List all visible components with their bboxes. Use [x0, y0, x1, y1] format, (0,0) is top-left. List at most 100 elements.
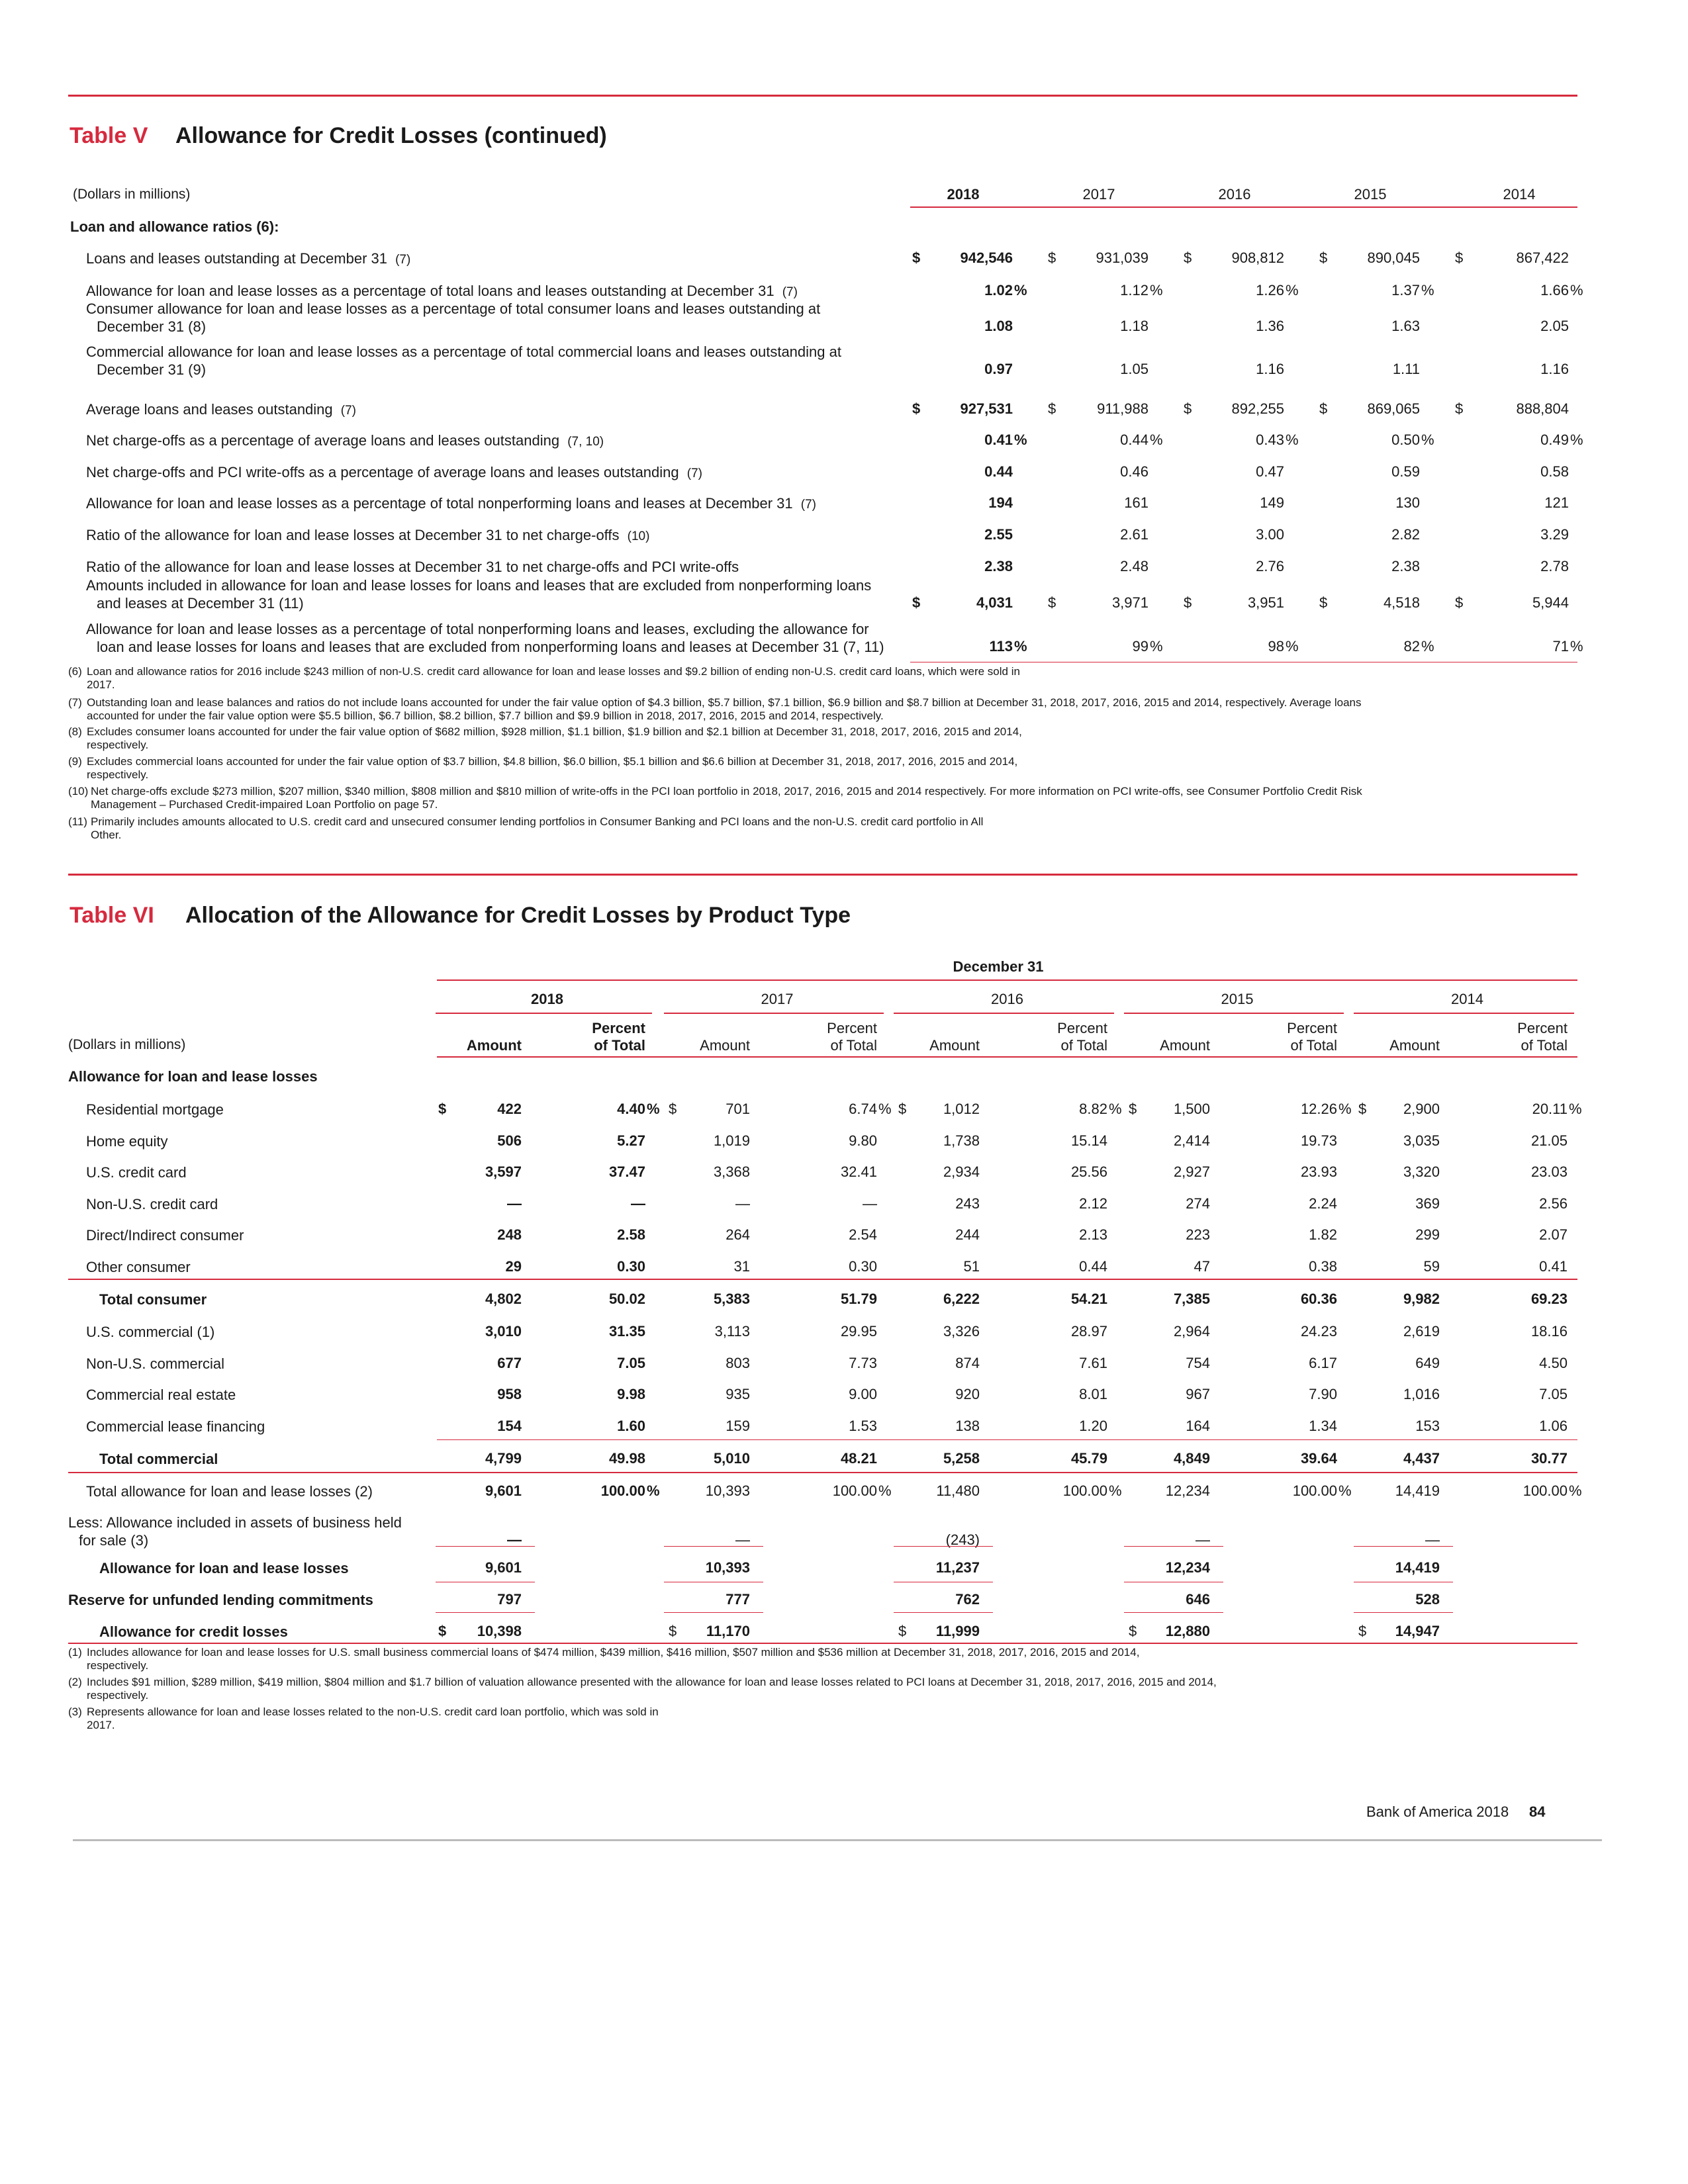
table6-row-label-text: Reserve for unfunded lending commitments — [68, 1592, 373, 1608]
table5-row-note: (7) — [686, 467, 702, 480]
table6-col-pct-1: Percent — [1517, 1020, 1568, 1036]
table6-year-rule — [664, 1013, 884, 1014]
table5-footnote: (9) Excludes commercial loans accounted f… — [68, 755, 1591, 782]
table5-dollar-sign: $ — [1319, 250, 1328, 266]
table5-cell-2018: 1.02 — [984, 282, 1013, 298]
table6-pct-2014: 21.05 — [1530, 1132, 1568, 1149]
table5-row-label: Allowance for loan and lease losses as a… — [86, 282, 900, 301]
table6-amount-2017: 777 — [726, 1591, 750, 1608]
table5-cell-2014: 867,422 — [1516, 250, 1569, 266]
table6-row-label: Allowance for credit losses — [99, 1623, 470, 1641]
table6-footnote-text: Includes allowance for loan and lease lo… — [87, 1646, 1591, 1672]
table6-amount-2015: — — [1196, 1531, 1210, 1548]
table5-cell-2016: 1.26 — [1256, 282, 1284, 298]
table6-amount-2014: 153 — [1415, 1418, 1440, 1434]
table6-subtotal-rule — [437, 1439, 1577, 1440]
table5-cell-2014: 71 — [1552, 638, 1569, 655]
table6-pct-2016: 0.44 — [1079, 1258, 1107, 1275]
table5-footnote-line: Management – Purchased Credit-impaired L… — [91, 798, 438, 811]
table6-amount-2018: 248 — [497, 1226, 522, 1243]
table6-unit-label: (Dollars in millions) — [68, 1037, 186, 1052]
table6-pct-2017: 32.41 — [840, 1163, 877, 1180]
table6-amount-2017: 3,113 — [714, 1323, 750, 1340]
table5-cell-2018: 0.41 — [984, 432, 1013, 448]
table5-row-label-text: Consumer allowance for loan and lease lo… — [86, 300, 821, 317]
table5-cell-2016: 149 — [1260, 494, 1284, 511]
table5-footnote-line: Excludes consumer loans accounted for un… — [87, 725, 1022, 738]
table5-footnote-line: accounted for under the fair value optio… — [87, 709, 884, 722]
table6-pct-2015: 2.24 — [1309, 1195, 1337, 1212]
table6-amount-2015: 967 — [1186, 1386, 1210, 1402]
table5-footnote-line: respectively. — [87, 739, 149, 751]
table5-cell-2014: 1.66 — [1540, 282, 1569, 298]
table6-pct-2018: 9.98 — [617, 1386, 645, 1402]
table6-col-pct-2: of Total — [1290, 1037, 1337, 1054]
table5-row-label-cont: December 31 (8) — [97, 318, 207, 335]
table5-dollar-sign: $ — [1455, 594, 1464, 611]
table6-row-label: Total allowance for loan and lease losse… — [86, 1482, 457, 1500]
table6-amount-2017: 10,393 — [705, 1559, 750, 1576]
table5-footnote: (6) Loan and allowance ratios for 2016 in… — [68, 665, 1591, 692]
table6-amount-2015: 164 — [1186, 1418, 1210, 1434]
table5-footnote: (10) Net charge-offs exclude $273 million… — [68, 785, 1591, 811]
table6-amount-2015: 4,849 — [1173, 1450, 1210, 1467]
table6-amount-2015: 754 — [1186, 1355, 1210, 1371]
footer-rule — [73, 1839, 1602, 1841]
table6-amount-2018: 797 — [497, 1591, 522, 1608]
table6-amount-rule — [664, 1612, 763, 1613]
table6-col-amount: Amount — [929, 1037, 980, 1054]
table6-amount-rule — [436, 1612, 535, 1613]
table5-cell-2017: 161 — [1124, 494, 1149, 511]
table5-cell-suffix: % — [1150, 638, 1163, 655]
table5-row-label: Net charge-offs as a percentage of avera… — [86, 432, 900, 451]
table6-pct-2016: 8.82 — [1079, 1101, 1107, 1117]
table6-pct-2014: 2.56 — [1539, 1195, 1568, 1212]
table6-pct-2014: 1.06 — [1539, 1418, 1568, 1434]
table6-amount-2016: 138 — [955, 1418, 980, 1434]
table6-col-pct-1: Percent — [592, 1020, 645, 1036]
table6-col-pct-1: Percent — [827, 1020, 877, 1036]
table6-row-label: Commercial lease financing — [86, 1418, 457, 1435]
table5-cell-suffix: % — [1421, 282, 1434, 298]
table6-dollar-sign: $ — [1129, 1623, 1137, 1639]
table6-amount-2015: 7,385 — [1173, 1291, 1210, 1307]
table6-pct-2016: 7.61 — [1079, 1355, 1107, 1371]
table5-row-label-text: Allowance for loan and lease losses as a… — [86, 495, 793, 512]
table6-amount-2017: 10,393 — [705, 1482, 750, 1499]
table6-pct-2015: 60.36 — [1300, 1291, 1337, 1307]
table5-cell-2016: 1.16 — [1256, 361, 1284, 377]
table6-col-amount: Amount — [1389, 1037, 1440, 1054]
table6-amount-2015: 1,500 — [1173, 1101, 1210, 1117]
table6-row-label: Residential mortgage — [86, 1101, 457, 1118]
table6-row-label-text: U.S. credit card — [86, 1164, 187, 1181]
table6-footnote: (3) Represents allowance for loan and lea… — [68, 1706, 1591, 1732]
table5-cell-suffix: % — [1286, 282, 1299, 298]
table5-section-note: (6): — [256, 218, 279, 235]
table6-amount-2015: 47 — [1194, 1258, 1210, 1275]
table5-cell-2016: 3,951 — [1247, 594, 1284, 611]
table5-dollar-sign: $ — [1184, 250, 1192, 266]
table5-cell-2015: 869,065 — [1367, 400, 1420, 417]
table6-footnote-mark: (3) — [68, 1706, 82, 1718]
table5-row-label: Allowance for loan and lease losses as a… — [86, 494, 900, 514]
table5-cell-2017: 0.44 — [1120, 432, 1149, 448]
table5-cell-2018: 4,031 — [976, 594, 1013, 611]
table6-amount-2015: 12,234 — [1165, 1482, 1210, 1499]
table6-amount-2016: 920 — [955, 1386, 980, 1402]
table6-amount-2017: 264 — [726, 1226, 750, 1243]
table5-dollar-sign: $ — [912, 400, 921, 417]
table5-footnote-text: Excludes commercial loans accounted for … — [87, 755, 1591, 782]
table6-row-label-text: Total consumer — [99, 1291, 207, 1308]
table5-row-note: (7) — [782, 285, 798, 299]
table6-footnote-line: Includes allowance for loan and lease lo… — [87, 1646, 1140, 1659]
table6-pct-2015: 23.93 — [1300, 1163, 1337, 1180]
table6-pct-suffix: % — [1109, 1482, 1122, 1499]
table5-cell-2016: 0.43 — [1256, 432, 1284, 448]
table6-footnote-text: Represents allowance for loan and lease … — [87, 1706, 1591, 1732]
table6-amount-2016: 51 — [963, 1258, 980, 1275]
table6-pct-suffix: % — [1338, 1101, 1352, 1117]
table6-pct-2016: 8.01 — [1079, 1386, 1107, 1402]
table6-year-2016: 2016 — [991, 991, 1023, 1007]
table6-pct-2018: 100.00 — [600, 1482, 645, 1499]
table5-section-heading-text: Loan and allowance ratios — [70, 218, 253, 235]
